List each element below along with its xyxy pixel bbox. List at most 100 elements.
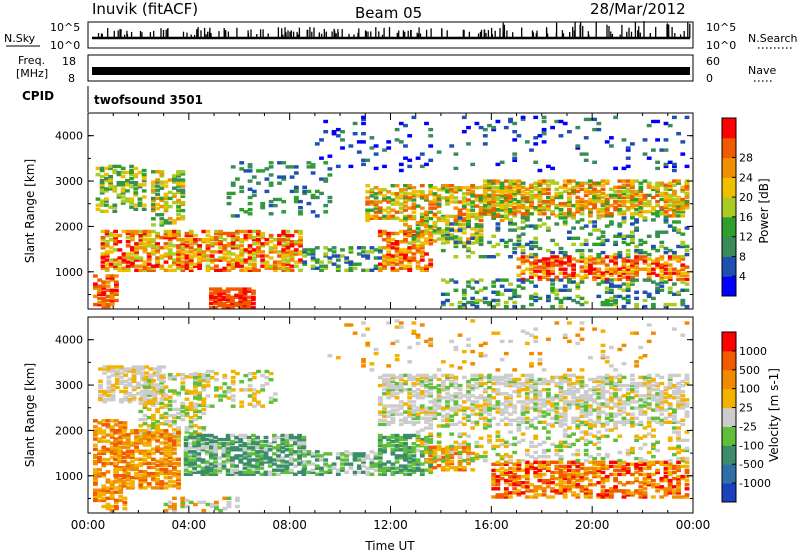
echo-cell [394, 375, 400, 380]
echo-cell [415, 190, 421, 194]
echo-cell [382, 468, 387, 472]
echo-cell [377, 437, 383, 442]
echo-cell [113, 266, 118, 270]
echo-cell [151, 206, 156, 211]
echo-cell [234, 439, 239, 444]
echo-cell [93, 461, 98, 466]
echo-cell [445, 184, 450, 188]
echo-cell [298, 229, 303, 234]
echo-cell [97, 492, 102, 496]
echo-cell [221, 301, 227, 306]
echo-cell [117, 429, 123, 433]
echo-cell [114, 290, 119, 294]
echo-cell [554, 242, 560, 247]
echo-cell [600, 273, 606, 277]
echo-cell [172, 467, 177, 472]
echo-cell [520, 250, 526, 255]
echo-cell [118, 449, 124, 454]
echo-cell [200, 458, 206, 462]
echo-cell [369, 250, 375, 254]
echo-cell [440, 447, 446, 451]
echo-cell [285, 229, 291, 234]
echo-cell [474, 212, 480, 216]
echo-cell [457, 210, 463, 214]
echo-cell [188, 470, 193, 474]
echo-cell [432, 466, 438, 470]
echo-cell [499, 284, 505, 288]
echo-cell [239, 264, 245, 268]
echo-cell [445, 414, 450, 418]
echo-cell [403, 458, 408, 462]
echo-cell [105, 425, 111, 429]
echo-cell [621, 210, 627, 214]
echo-cell [142, 262, 148, 266]
colorbar-segment [722, 137, 736, 159]
echo-cell [251, 189, 257, 194]
echo-cell [588, 201, 593, 206]
echo-cell [176, 178, 181, 182]
echo-cell [140, 375, 145, 379]
echo-cell [613, 201, 618, 206]
echo-cell [239, 258, 245, 262]
echo-cell [93, 470, 98, 474]
echo-cell [134, 471, 139, 476]
echo-cell [440, 237, 446, 241]
echo-cell [146, 401, 152, 405]
echo-cell [260, 203, 266, 208]
echo-cell [140, 371, 145, 375]
echo-cell [529, 252, 534, 257]
echo-cell [651, 208, 656, 212]
echo-cell [625, 164, 631, 169]
echo-cell [159, 397, 165, 401]
echo-cell [567, 278, 572, 282]
echo-cell [344, 260, 350, 264]
echo-cell [142, 377, 148, 381]
echo-cell [327, 248, 333, 252]
echo-cell [101, 472, 107, 476]
echo-cell [491, 125, 497, 130]
echo-cell [306, 201, 312, 206]
echo-cell [470, 250, 476, 255]
echo-cell [285, 258, 291, 262]
echo-cell [221, 297, 227, 301]
echo-cell [256, 250, 261, 254]
echo-cell [411, 256, 417, 260]
echo-cell [196, 454, 202, 458]
echo-cell [529, 193, 534, 198]
echo-cell [356, 150, 362, 154]
echo-cell [238, 289, 244, 293]
echo-cell [415, 396, 421, 400]
echo-cell [209, 260, 215, 264]
echo-cell [550, 255, 555, 259]
echo-cell [95, 166, 101, 171]
echo-cell [184, 262, 190, 266]
echo-cell [499, 184, 505, 188]
echo-cell [457, 445, 463, 449]
echo-cell [159, 379, 165, 383]
echo-cell [415, 392, 421, 396]
echo-cell [93, 302, 98, 307]
echo-cell [546, 271, 551, 275]
echo-cell [516, 294, 522, 299]
echo-cell [583, 199, 589, 204]
echo-cell [97, 455, 102, 460]
echo-cell [630, 183, 635, 187]
echo-cell [180, 192, 186, 196]
echo-cell [546, 216, 551, 220]
echo-cell [114, 377, 120, 381]
echo-cell [243, 388, 249, 392]
echo-cell [105, 478, 111, 482]
echo-cell [222, 231, 228, 236]
echo-cell [109, 300, 115, 305]
echo-cell [579, 187, 585, 191]
echo-cell [104, 166, 109, 171]
echo-cell [146, 433, 152, 437]
echo-cell [99, 183, 105, 187]
echo-cell [125, 189, 130, 193]
echo-cell [196, 458, 202, 462]
echo-cell [125, 463, 131, 468]
echo-cell [276, 468, 281, 472]
echo-cell [613, 263, 618, 267]
echo-cell [235, 214, 240, 218]
echo-cell [621, 234, 627, 238]
